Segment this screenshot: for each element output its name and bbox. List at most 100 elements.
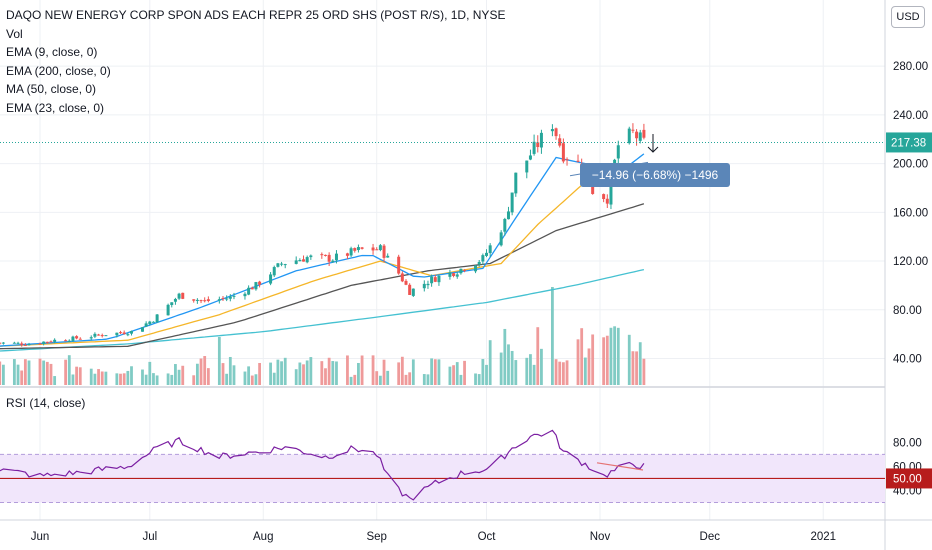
candle-body [550, 129, 554, 132]
price-tick-label: 120.00 [893, 256, 928, 268]
candle [353, 247, 357, 253]
volume-bar [474, 373, 477, 385]
study-ma-50[interactable]: MA (50, close, 0) [6, 82, 97, 96]
candle [576, 154, 580, 163]
candle [550, 124, 554, 137]
study-volume[interactable]: Vol [6, 26, 23, 41]
candle [206, 296, 210, 303]
volume-bar [635, 351, 638, 385]
candle-body [166, 304, 170, 316]
candle-body [221, 298, 225, 300]
time-tick-label: Dec [700, 531, 721, 543]
candle-body [452, 273, 456, 276]
candle [228, 294, 232, 302]
candle [349, 246, 353, 258]
volume-bar [174, 364, 177, 385]
volume-bar [536, 327, 540, 385]
candle-body [506, 211, 510, 220]
candle-body [532, 141, 536, 154]
volume-bar [250, 375, 254, 385]
candle-body [327, 254, 331, 262]
study-ema-23[interactable]: EMA (23, close, 0) [6, 100, 105, 115]
measure-label: −14.96 (−6.68%) −1496 [592, 168, 719, 182]
rsi-level-tag [886, 468, 932, 489]
volume-bar [67, 355, 71, 385]
ma-50-line [0, 203, 645, 350]
candle [89, 335, 93, 341]
candle [38, 342, 42, 345]
candle-body [463, 269, 467, 271]
candle-body [591, 184, 595, 194]
candle [532, 134, 536, 156]
candle [27, 342, 31, 346]
candle-body [353, 248, 357, 251]
candle-body [100, 335, 104, 337]
ema-200-line [0, 268, 645, 352]
candle-body [627, 128, 631, 144]
study-ema-200[interactable]: EMA (200, close, 0) [6, 63, 111, 78]
candle-body [1, 342, 5, 344]
candle-body [554, 128, 558, 137]
volume-bar [324, 368, 327, 385]
rsi-legend[interactable]: RSI (14, close) [6, 396, 86, 410]
price-tick-label: 280.00 [893, 61, 928, 73]
candle [166, 303, 170, 316]
candle-body [408, 284, 412, 295]
volume-bar [298, 362, 302, 385]
candle [411, 288, 415, 298]
candle [430, 274, 434, 287]
volume-bar [627, 334, 631, 385]
time-tick-label: Oct [478, 531, 497, 543]
candle [232, 292, 236, 300]
volume-bar [97, 369, 100, 385]
candle [375, 247, 379, 251]
candle [506, 206, 510, 220]
volume-series [0, 287, 646, 385]
volume-bar [430, 358, 434, 385]
candle [452, 272, 456, 278]
candle [539, 129, 543, 154]
candle [536, 135, 540, 153]
candle [78, 337, 82, 340]
candle-body [217, 299, 221, 301]
candle-body [514, 172, 518, 194]
candle [345, 252, 349, 260]
candle [45, 341, 49, 344]
volume-bar [49, 363, 53, 385]
volume-bar [346, 355, 349, 385]
currency-button[interactable]: USD [891, 6, 925, 28]
candle [16, 341, 20, 345]
candle-body [243, 293, 247, 297]
candle-body [334, 253, 338, 261]
volume-bar [130, 366, 133, 385]
candle [53, 338, 57, 344]
candle-body [148, 321, 152, 325]
candle-body [411, 288, 415, 296]
candle [272, 265, 276, 278]
volume-bar [529, 354, 532, 385]
candle [448, 269, 452, 280]
candle [221, 296, 225, 302]
candle [49, 340, 53, 343]
candle-body [298, 259, 302, 262]
rsi-line [0, 429, 645, 501]
study-ema-9[interactable]: EMA (9, close, 0) [6, 45, 98, 59]
candle [0, 342, 2, 345]
candle [371, 243, 375, 255]
volume-bar [587, 348, 591, 385]
candle-body [302, 259, 306, 262]
candle-body [635, 131, 639, 139]
volume-bar [602, 337, 606, 385]
volume-bar [349, 376, 353, 385]
volume-bar [455, 362, 459, 385]
candle [499, 230, 503, 247]
volume-bar [386, 370, 390, 385]
candle [320, 252, 324, 259]
candle [510, 192, 514, 216]
volume-bar [360, 355, 364, 385]
volume-bar [206, 368, 210, 385]
candle [356, 244, 360, 253]
candle-body [272, 267, 276, 276]
candle [276, 262, 280, 268]
